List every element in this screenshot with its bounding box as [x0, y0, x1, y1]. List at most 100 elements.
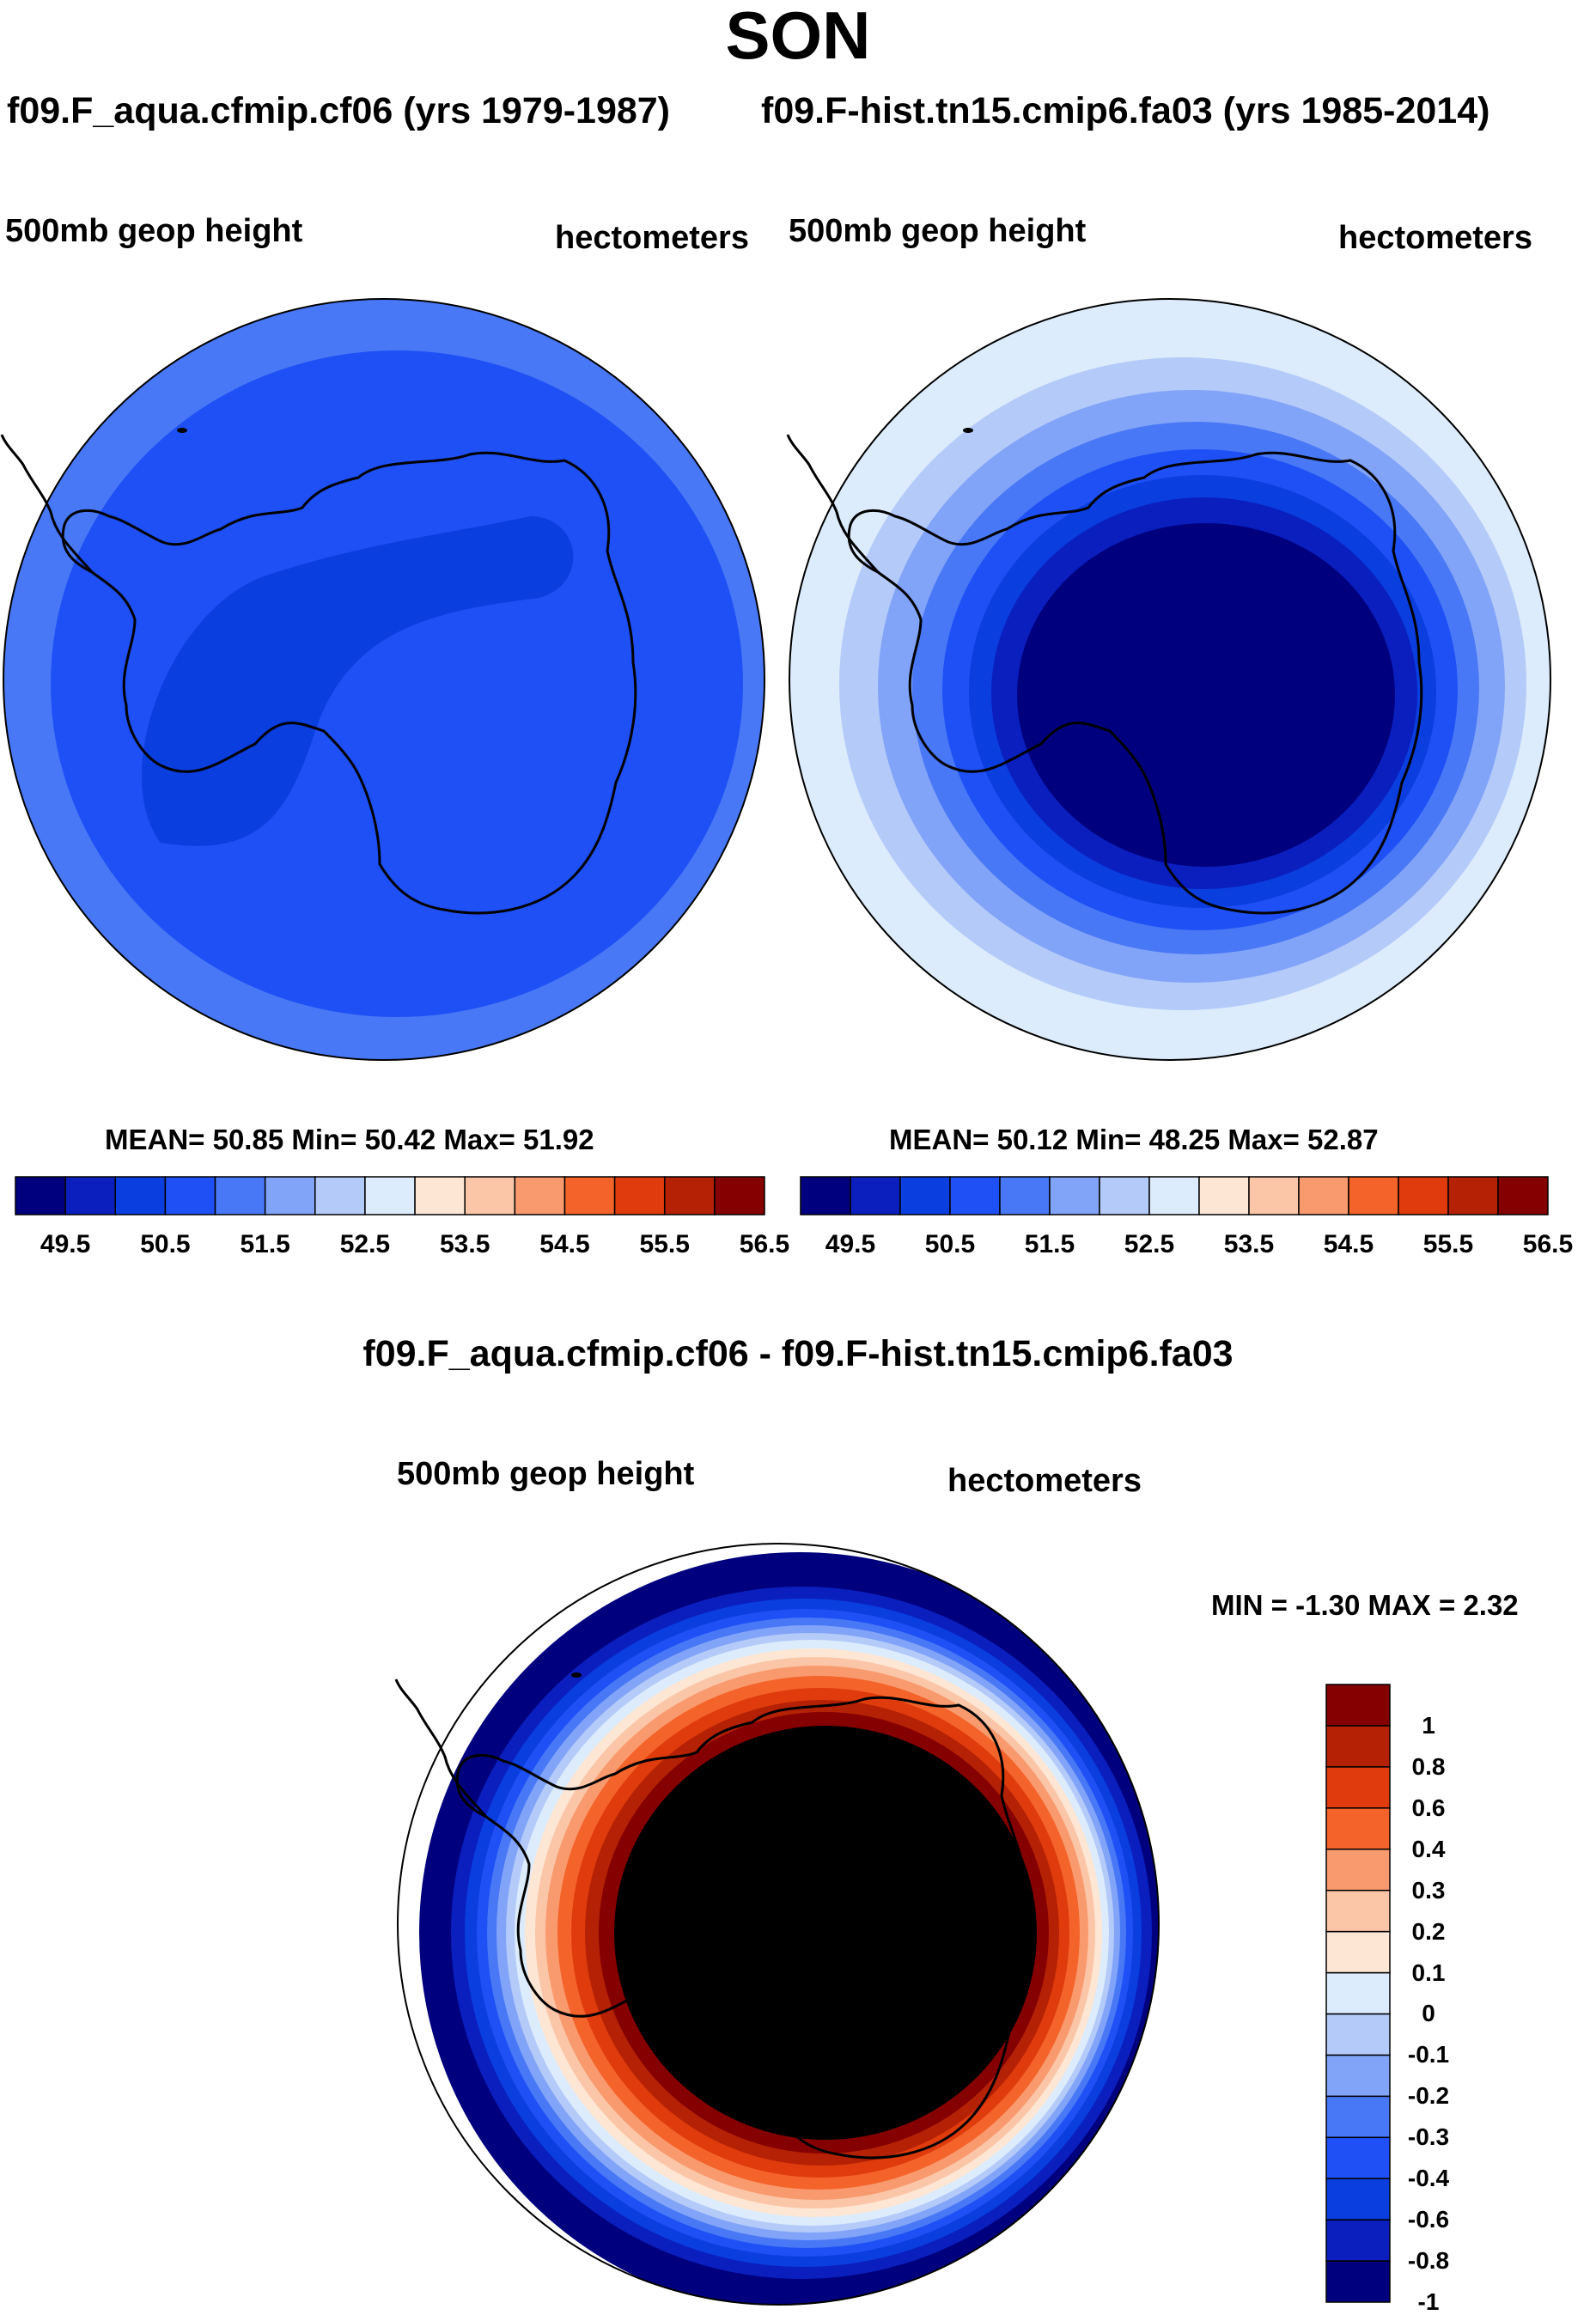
colorbar-right-swatch [1447, 1176, 1499, 1215]
colorbar-left-tick-label: 49.5 [40, 1230, 91, 1258]
colorbar-diff-tick-label: -1 [1417, 2288, 1440, 2315]
map-right-stats: MEAN= 50.12 Min= 48.25 Max= 52.87 [889, 1124, 1379, 1155]
map-right-units-label: hectometers [1338, 220, 1532, 256]
colorbar-diff-swatch [1325, 1848, 1391, 1892]
map-right-contour-band [1017, 523, 1395, 867]
colorbar-right-tick-label: 53.5 [1223, 1230, 1275, 1258]
colorbar-right-swatch [1497, 1176, 1549, 1215]
difference-map-variable-label: 500mb geop height [397, 1456, 695, 1492]
colorbar-right-tick-label: 55.5 [1422, 1230, 1474, 1258]
colorbar-diff-swatch [1325, 1766, 1391, 1809]
map-right-island [963, 428, 973, 433]
difference-map-title: f09.F_aqua.cfmip.cf06 - f09.F-hist.tn15.… [362, 1333, 1234, 1374]
colorbar-diff-swatch [1325, 2136, 1391, 2179]
colorbar-diff-swatch [1325, 2178, 1391, 2221]
colorbar-left-tick-label: 56.5 [739, 1230, 790, 1258]
colorbar-right-swatch [1298, 1176, 1349, 1215]
colorbar-right-tick-label: 52.5 [1124, 1230, 1175, 1258]
colorbar-right-swatch [800, 1176, 851, 1215]
colorbar-right-swatch [999, 1176, 1051, 1215]
colorbar-left-swatch [15, 1176, 66, 1215]
colorbar-right-tick-label: 56.5 [1522, 1230, 1574, 1258]
colorbar-right-swatch [899, 1176, 951, 1215]
colorbar-right-tick-label: 54.5 [1323, 1230, 1374, 1258]
colorbar-diff-tick-label: 1 [1422, 1711, 1435, 1739]
colorbar-right-swatch [1398, 1176, 1449, 1215]
colorbar-diff-tick-label: -0.4 [1407, 2165, 1450, 2192]
colorbar-diff-swatch [1325, 1930, 1391, 1974]
difference-map-field [419, 1552, 1159, 2305]
colorbar-left-swatch [563, 1176, 616, 1215]
colorbar-right-swatch [1248, 1176, 1300, 1215]
colorbar-right-tick-label: 50.5 [924, 1230, 976, 1258]
map-right-border [789, 298, 1551, 1061]
colorbar-left-swatch [613, 1176, 666, 1215]
colorbar-left-swatch [464, 1176, 516, 1215]
colorbar-diff-tick-label: 0 [1422, 2000, 1435, 2027]
colorbar-diff-swatch [1325, 1889, 1391, 1933]
colorbar-diff-tick-label: 0.3 [1411, 1876, 1446, 1904]
colorbar-diff-tick-label: 0.8 [1411, 1752, 1446, 1780]
difference-map-island [571, 1672, 582, 1678]
map-left-units-label: hectometers [555, 220, 749, 256]
colorbar-left-swatch [414, 1176, 466, 1215]
map-left-variable-label: 500mb geop height [5, 213, 303, 249]
colorbar-left-tick-label: 50.5 [140, 1230, 191, 1258]
colorbar-diff-tick-label: -0.8 [1407, 2247, 1450, 2275]
colorbar-left-swatch [114, 1176, 167, 1215]
colorbar-left-swatch [164, 1176, 216, 1215]
map-left-island [177, 428, 187, 433]
colorbar-diff-swatch [1325, 1684, 1391, 1727]
colorbar-left-swatch [264, 1176, 316, 1215]
colorbar-diff-swatch [1325, 1807, 1391, 1850]
colorbar-left-tick-label: 52.5 [339, 1230, 391, 1258]
colorbar-right-swatch [850, 1176, 901, 1215]
colorbar-diff-swatch [1325, 2260, 1391, 2303]
colorbar-right-tick-label: 49.5 [825, 1230, 876, 1258]
colorbar-right-swatch [949, 1176, 1001, 1215]
colorbar-right-tick-label: 51.5 [1024, 1230, 1075, 1258]
colorbar-left-swatch [364, 1176, 416, 1215]
colorbar-left-tick-label: 55.5 [639, 1230, 690, 1258]
map-left-stats: MEAN= 50.85 Min= 50.42 Max= 51.92 [105, 1124, 594, 1155]
colorbar-diff-tick-label: 0.4 [1411, 1835, 1446, 1862]
colorbar-left-tick-label: 53.5 [439, 1230, 490, 1258]
colorbar-diff-tick-label: 0.1 [1411, 1959, 1446, 1986]
map-left-low-region [141, 516, 574, 846]
colorbar-left-tick-label: 51.5 [240, 1230, 290, 1258]
colorbar-left-swatch [214, 1176, 266, 1215]
colorbar-diff-swatch [1325, 2219, 1391, 2262]
colorbar-right-swatch [1348, 1176, 1399, 1215]
colorbar-diff-swatch [1325, 1971, 1391, 2015]
colorbar-right-swatch [1049, 1176, 1100, 1215]
colorbar-diff-tick-label: 0.2 [1411, 1917, 1446, 1945]
colorbar-diff-swatch [1325, 2013, 1391, 2056]
map-left-field [3, 299, 764, 1060]
colorbar-diff-swatch [1325, 2054, 1391, 2098]
colorbar-left-tick-label: 54.5 [539, 1230, 590, 1258]
colorbar-diff-swatch [1325, 1725, 1391, 1768]
colorbar-right-swatch [1148, 1176, 1200, 1215]
map-left-border [3, 298, 765, 1061]
map-right-variable-label: 500mb geop height [789, 213, 1087, 249]
colorbar-diff-tick-label: -0.2 [1407, 2082, 1450, 2110]
colorbar-left-swatch [663, 1176, 716, 1215]
colorbar-diff-tick-label: -0.1 [1407, 2041, 1450, 2068]
map-left-title: f09.F_aqua.cfmip.cf06 (yrs 1979-1987) [7, 90, 671, 131]
map-left-main-band [51, 350, 743, 1017]
map-right-field [789, 299, 1550, 1060]
difference-map-units-label: hectometers [947, 1463, 1142, 1499]
colorbar-left-swatch [714, 1176, 765, 1215]
colorbar-right-swatch [1198, 1176, 1250, 1215]
colorbar-left-swatch [64, 1176, 117, 1215]
difference-map-stats: MIN = -1.30 MAX = 2.32 [1211, 1589, 1519, 1621]
colorbar-diff-tick-label: -0.6 [1407, 2206, 1450, 2233]
colorbar-right-swatch [1099, 1176, 1150, 1215]
colorbar-left-swatch [514, 1176, 566, 1215]
page-title: SON [725, 0, 871, 73]
colorbar-diff-swatch [1325, 2095, 1391, 2139]
colorbar-diff-tick-label: 0.6 [1411, 1794, 1446, 1821]
difference-map-contour-band [614, 1726, 1037, 2140]
map-right-title: f09.F-hist.tn15.cmip6.fa03 (yrs 1985-201… [761, 90, 1490, 131]
